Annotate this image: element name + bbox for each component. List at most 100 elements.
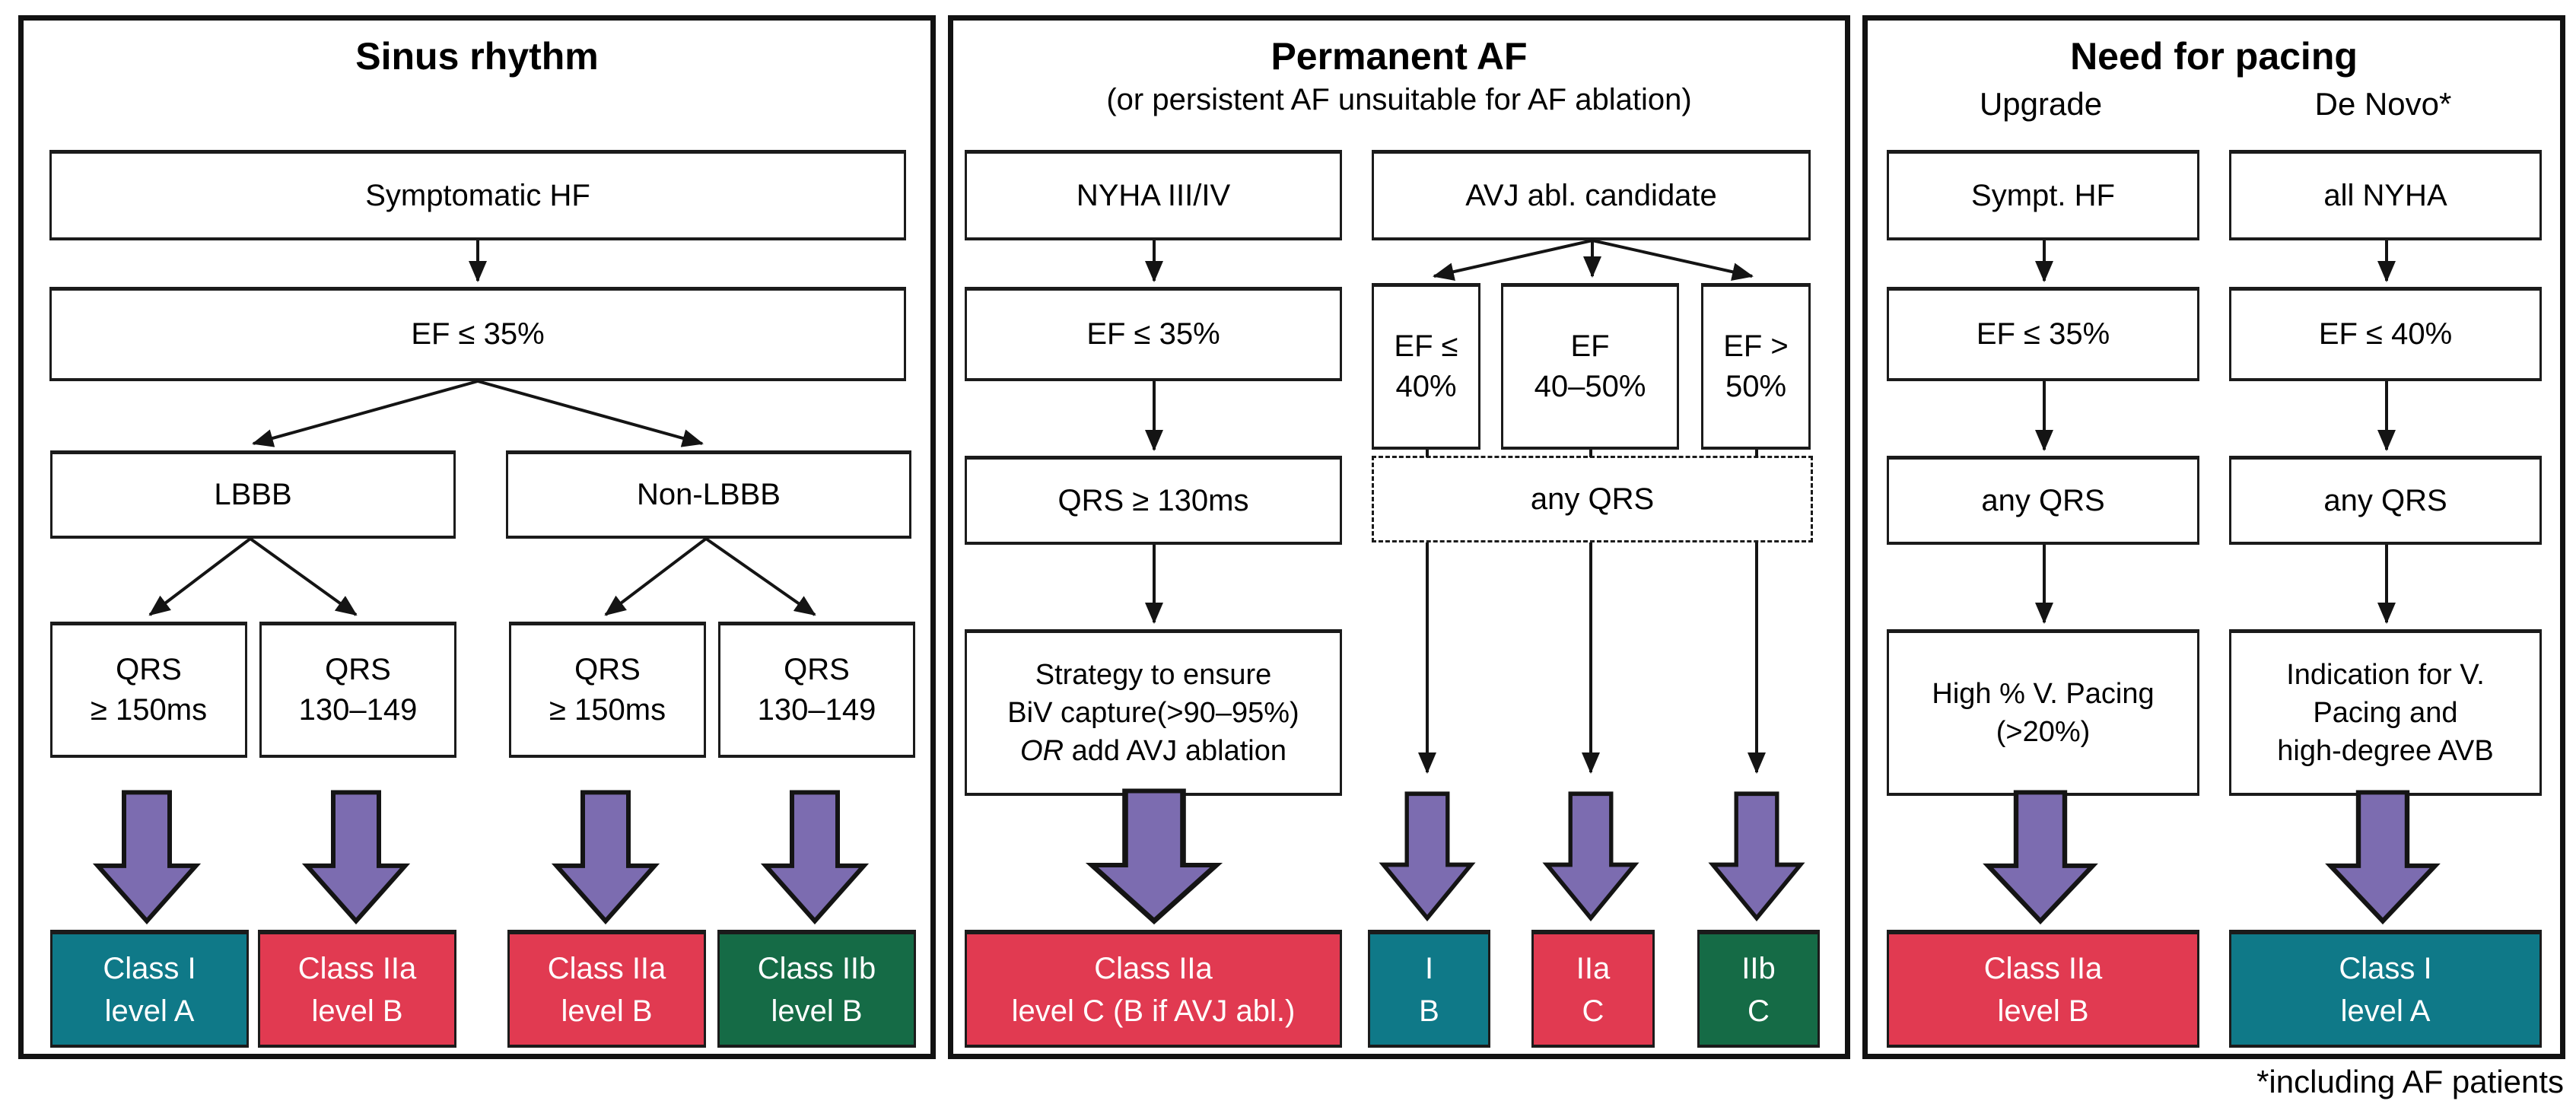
box-all-nyha: all NYHA bbox=[2229, 150, 2542, 240]
qrs-line1: QRS bbox=[116, 653, 182, 687]
outcome-line1: Class IIa bbox=[547, 951, 666, 985]
block-arrow-down-icon bbox=[301, 790, 411, 924]
box-ef-35-af: EF ≤ 35% bbox=[965, 287, 1342, 381]
outcome-class-i-level-a: Class I level A bbox=[50, 930, 249, 1048]
ef-line1: EF > bbox=[1723, 329, 1789, 364]
strategy-line1: Strategy to ensure bbox=[1035, 658, 1272, 691]
box-qrs-130ms: QRS ≥ 130ms bbox=[965, 456, 1342, 545]
box-qrs-130-149-lbbb: QRS 130–149 bbox=[259, 622, 456, 758]
box-ef-50: EF > 50% bbox=[1701, 283, 1811, 450]
box-ef-40-denovo-label: EF ≤ 40% bbox=[2318, 317, 2453, 352]
outcome-line2: level C (B if AVJ abl.) bbox=[1011, 994, 1296, 1028]
box-nyha-label: NYHA III/IV bbox=[1076, 178, 1231, 212]
block-arrow-down-icon bbox=[1542, 791, 1639, 921]
box-lbbb-label: LBBB bbox=[214, 478, 292, 512]
box-ef-35-label: EF ≤ 35% bbox=[411, 317, 545, 352]
qrs-line2: ≥ 150ms bbox=[549, 693, 666, 727]
box-high-v-pacing: High % V. Pacing (>20%) bbox=[1887, 629, 2199, 796]
strategy-or: OR bbox=[1020, 735, 1064, 768]
block-arrow-down-icon bbox=[1983, 790, 2098, 924]
box-qrs-130ms-label: QRS ≥ 130ms bbox=[1057, 483, 1249, 517]
box-qrs-130-149-nonlbbb: QRS 130–149 bbox=[718, 622, 915, 758]
box-symptomatic-hf-label: Symptomatic HF bbox=[365, 178, 590, 212]
outcome-line1: I bbox=[1424, 951, 1434, 985]
box-non-lbbb: Non-LBBB bbox=[506, 450, 911, 539]
qrs-line1: QRS bbox=[325, 653, 391, 687]
outcome-line1: IIb bbox=[1741, 951, 1776, 985]
panel-subtitle-permanent-af: (or persistent AF unsuitable for AF abla… bbox=[1106, 83, 1692, 116]
qrs-line2: 130–149 bbox=[298, 693, 418, 727]
outcome-class-iia-level-b: Class IIa level B bbox=[258, 930, 456, 1048]
block-arrow-down-icon bbox=[1379, 791, 1476, 921]
panel-title-need-for-pacing: Need for pacing bbox=[2070, 35, 2358, 78]
box-ef-40: EF ≤ 40% bbox=[1372, 283, 1480, 450]
outcome-line2: B bbox=[1419, 994, 1439, 1028]
pacing-line2: (>20%) bbox=[1996, 716, 2091, 748]
outcome-i-b: I B bbox=[1368, 930, 1490, 1048]
qrs-line2: ≥ 150ms bbox=[90, 693, 208, 727]
outcome-line2: level B bbox=[1997, 994, 2089, 1028]
outcome-line1: Class IIa bbox=[1094, 951, 1213, 985]
outcome-line2: level B bbox=[561, 994, 653, 1028]
box-any-qrs-upgrade-label: any QRS bbox=[1981, 483, 2105, 517]
strategy-line2: BiV capture(>90–95%) bbox=[1007, 696, 1299, 729]
column-header-de-novo: De Novo* bbox=[2314, 86, 2452, 122]
outcome-line2: level A bbox=[104, 994, 195, 1028]
strategy-line3: OR add AVJ ablation bbox=[1020, 732, 1286, 770]
block-arrow-down-icon bbox=[92, 790, 202, 924]
outcome-line1: Class I bbox=[103, 951, 196, 985]
outcome-class-i-level-a-pacing: Class I level A bbox=[2229, 930, 2542, 1048]
qrs-line1: QRS bbox=[784, 653, 850, 687]
panel-title-permanent-af: Permanent AF bbox=[1271, 35, 1528, 78]
box-indication-v-pacing: Indication for V. Pacing and high-degree… bbox=[2229, 629, 2542, 796]
panel-sinus-rhythm: Sinus rhythm Symptomatic HF EF ≤ 35% LBB… bbox=[18, 15, 936, 1059]
box-ef-35-af-label: EF ≤ 35% bbox=[1086, 317, 1220, 352]
box-any-qrs-dashed: any QRS bbox=[1372, 456, 1813, 542]
footnote-including-af-patients: *including AF patients bbox=[2256, 1064, 2564, 1099]
indication-line2: Pacing and bbox=[2313, 696, 2458, 729]
block-arrow-down-icon bbox=[2325, 790, 2441, 924]
panel-need-for-pacing: Need for pacing Upgrade De Novo* Sympt. … bbox=[1862, 15, 2565, 1059]
outcome-line2: level A bbox=[2340, 994, 2431, 1028]
qrs-line2: 130–149 bbox=[757, 693, 876, 727]
outcome-class-iia-level-b-pacing: Class IIa level B bbox=[1887, 930, 2199, 1048]
panel-title-sinus-rhythm: Sinus rhythm bbox=[355, 35, 599, 78]
block-arrow-down-icon bbox=[1708, 791, 1805, 921]
indication-line3: high-degree AVB bbox=[2277, 735, 2494, 768]
block-arrow-down-icon bbox=[1085, 788, 1223, 924]
box-ef-40-denovo: EF ≤ 40% bbox=[2229, 287, 2542, 381]
pacing-line1: High % V. Pacing bbox=[1932, 677, 2155, 710]
outcome-line1: IIa bbox=[1576, 951, 1611, 985]
outcome-line2: level B bbox=[771, 994, 863, 1028]
ef-line2: 50% bbox=[1725, 370, 1787, 403]
box-symptomatic-hf: Symptomatic HF bbox=[49, 150, 906, 240]
box-qrs-150-lbbb: QRS ≥ 150ms bbox=[50, 622, 247, 758]
strategy-line3-rest: add AVJ ablation bbox=[1064, 735, 1286, 768]
box-any-qrs-denovo: any QRS bbox=[2229, 456, 2542, 545]
box-any-qrs-denovo-label: any QRS bbox=[2323, 483, 2447, 517]
box-sympt-hf-label: Sympt. HF bbox=[1971, 178, 2115, 212]
outcome-line1: Class IIa bbox=[1983, 951, 2103, 985]
outcome-iib-c: IIb C bbox=[1697, 930, 1820, 1048]
indication-line1: Indication for V. bbox=[2286, 658, 2485, 691]
box-biv-strategy: Strategy to ensure BiV capture(>90–95%) … bbox=[965, 629, 1342, 796]
box-ef-40-50: EF 40–50% bbox=[1501, 283, 1679, 450]
box-any-qrs-label: any QRS bbox=[1530, 482, 1655, 516]
box-all-nyha-label: all NYHA bbox=[2323, 178, 2447, 212]
outcome-iia-c: IIa C bbox=[1531, 930, 1655, 1048]
box-ef-35-upgrade-label: EF ≤ 35% bbox=[1976, 317, 2110, 352]
box-any-qrs-upgrade: any QRS bbox=[1887, 456, 2199, 545]
ef-line1: EF ≤ bbox=[1394, 329, 1458, 364]
outcome-class-iia-level-c: Class IIa level C (B if AVJ abl.) bbox=[965, 930, 1342, 1048]
ef-line2: 40–50% bbox=[1534, 370, 1646, 403]
ef-line1: EF bbox=[1570, 329, 1610, 364]
panel-permanent-af: Permanent AF (or persistent AF unsuitabl… bbox=[948, 15, 1850, 1059]
ef-line2: 40% bbox=[1395, 370, 1457, 403]
block-arrow-down-icon bbox=[551, 790, 660, 924]
box-ef-35-upgrade: EF ≤ 35% bbox=[1887, 287, 2199, 381]
outcome-line2: C bbox=[1748, 994, 1770, 1028]
outcome-class-iia-level-b: Class IIa level B bbox=[507, 930, 706, 1048]
outcome-class-iib-level-b: Class IIb level B bbox=[717, 930, 916, 1048]
box-ef-35: EF ≤ 35% bbox=[49, 287, 906, 381]
